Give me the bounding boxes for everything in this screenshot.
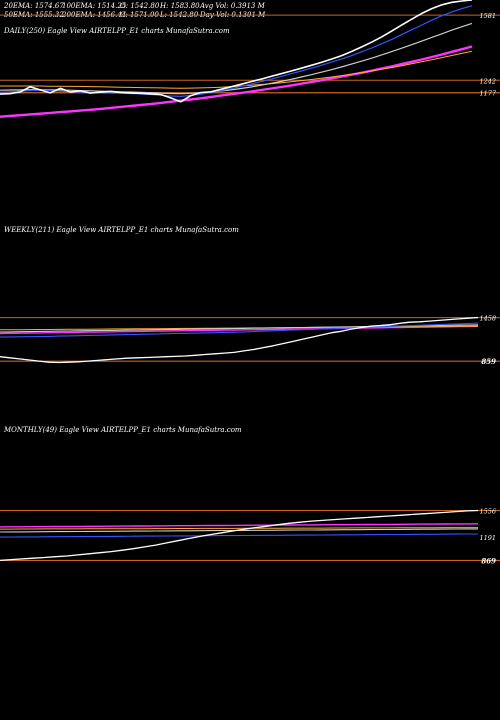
price-line — [0, 316, 479, 364]
daily-panel-title: DAILY(250) Eagle View AIRTELPP_E1 charts… — [3, 27, 230, 35]
weekly-panel: 1458 859 — [0, 315, 500, 366]
ema100-line — [0, 527, 478, 530]
y-tick-label: 1191 — [479, 534, 496, 542]
ema200-line — [0, 523, 479, 528]
legend-avg-vol: Avg Vol: 0.3913 M — [199, 2, 266, 10]
monthly-panel-title: MONTHLY(49) Eagle View AIRTELPP_E1 chart… — [3, 426, 242, 434]
legend-high: H: 1583.80 — [159, 2, 200, 10]
legend-ema20: 20EMA: 1574.67 — [3, 2, 64, 10]
ema200-line — [0, 45, 473, 118]
ema200-line — [0, 325, 479, 335]
legend-ema100: 100EMA: 1514.25 — [62, 2, 127, 10]
daily-panel: 1581 1242 1177 — [0, 0, 500, 118]
y-tick-label: 859 — [481, 357, 496, 366]
ema20-line — [0, 533, 478, 538]
price-line — [0, 0, 473, 103]
y-tick-label: 1177 — [479, 90, 496, 98]
y-tick-label: 1242 — [479, 77, 496, 85]
ema20-line — [0, 322, 479, 338]
y-tick-label: 1458 — [479, 315, 496, 323]
legend-open: O: 1542.80 — [120, 2, 160, 10]
price-line — [0, 509, 479, 562]
weekly-panel-title: WEEKLY(211) Eagle View AIRTELPP_E1 chart… — [4, 226, 239, 234]
y-tick-label: 869 — [481, 556, 496, 565]
y-tick-label: 1556 — [479, 507, 496, 515]
ema-legend: 20EMA: 1574.67 100EMA: 1514.25 O: 1542.8… — [3, 2, 266, 19]
ema100-line — [0, 50, 473, 89]
monthly-panel: 1556 1191 869 — [0, 507, 500, 565]
ema20-line — [0, 5, 473, 98]
y-tick-label: 1581 — [479, 12, 496, 20]
